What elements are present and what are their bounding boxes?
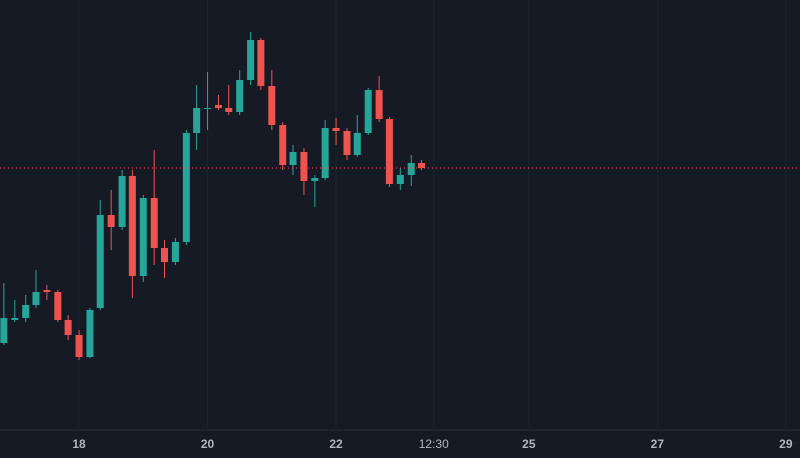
candle-body [268, 86, 276, 125]
x-tick-label: 22 [329, 437, 343, 451]
candle-body [128, 176, 136, 276]
candle-body [0, 318, 8, 343]
candle-body [118, 176, 126, 227]
candle-body [364, 90, 372, 133]
candle-body [257, 40, 265, 86]
candle-body [96, 215, 104, 308]
candle-body [396, 175, 404, 184]
candle-body [182, 133, 190, 242]
x-tick-label: 29 [779, 437, 793, 451]
candle-body [86, 310, 94, 357]
candle-body [204, 108, 212, 109]
x-tick-label: 12:30 [419, 437, 449, 451]
candle-body [43, 290, 51, 292]
candle-body [332, 128, 340, 131]
candle-body [171, 242, 179, 262]
candle-body [11, 318, 19, 320]
candle-body [32, 292, 40, 305]
candle-body [54, 292, 62, 320]
candle-body [64, 320, 72, 335]
candle-body [311, 178, 319, 181]
candle-body [193, 108, 201, 133]
candle-body [236, 80, 244, 112]
candle-body [375, 90, 383, 119]
candle-body [407, 163, 415, 175]
x-tick-label: 25 [522, 437, 536, 451]
candle-body [321, 128, 329, 178]
candle-body [150, 198, 158, 248]
candle-body [107, 215, 115, 227]
candle-body [160, 248, 168, 262]
candle-body [289, 152, 297, 165]
x-tick-label: 20 [201, 437, 215, 451]
candle-body [139, 198, 147, 276]
candle-body [279, 125, 287, 165]
candle-body [214, 105, 222, 108]
candle-body [353, 133, 361, 155]
candle-body [418, 163, 426, 168]
candle-body [247, 40, 255, 80]
candle-body [225, 108, 233, 112]
candle-body [343, 131, 351, 155]
candle-body [300, 152, 308, 181]
candle-body [385, 119, 393, 184]
x-tick-label: 27 [651, 437, 665, 451]
x-tick-label: 18 [72, 437, 86, 451]
candle-body [75, 335, 83, 357]
candle-body [22, 305, 30, 318]
